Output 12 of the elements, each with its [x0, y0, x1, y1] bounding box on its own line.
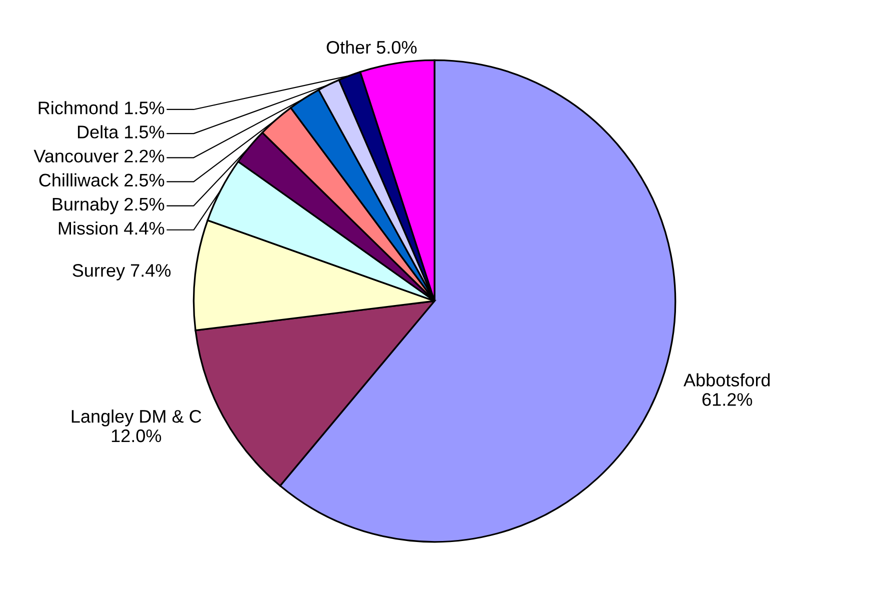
slice-label: Chilliwack 2.5%: [39, 173, 164, 187]
slice-label: Delta 1.5%: [78, 125, 164, 138]
slice-label: Burnaby 2.5%: [52, 197, 164, 214]
slice-label: Surrey 7.4%: [72, 264, 171, 280]
slice-label: Vancouver 2.2%: [34, 150, 164, 162]
slice-label: Mission 4.4%: [58, 221, 164, 235]
slice-label: Langley DM & C: [72, 410, 202, 426]
data-label: 12.0%: [112, 429, 162, 442]
slice-label: Other 5.0%: [326, 40, 417, 54]
data-label: 61.2%: [702, 393, 752, 406]
slice-label: Abbotsford: [684, 373, 770, 386]
slice-label: Richmond 1.5%: [38, 101, 164, 114]
